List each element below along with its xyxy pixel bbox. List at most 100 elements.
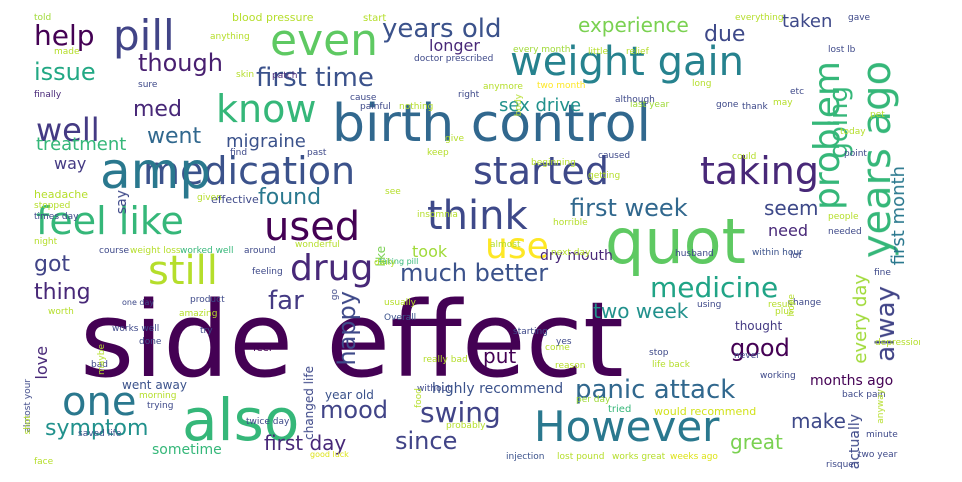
- word-taking-pill: taking pill: [379, 257, 419, 266]
- word-went: went: [147, 124, 202, 149]
- word-sure: sure: [138, 80, 158, 90]
- word-yes: yes: [556, 337, 572, 347]
- word-although: although: [615, 95, 655, 105]
- word-due: due: [704, 22, 746, 47]
- word-today: today: [840, 127, 866, 137]
- word-medicine: medicine: [650, 271, 779, 304]
- word-really-bad: really bad: [423, 355, 468, 365]
- word-lost-pound: lost pound: [557, 452, 605, 462]
- word-put: put: [483, 344, 517, 368]
- word-start: start: [363, 13, 387, 24]
- word-panic-attack: panic attack: [575, 375, 736, 405]
- word-getting: getting: [588, 171, 621, 181]
- word-everything: everything: [735, 13, 784, 23]
- word-stopped: stopped: [34, 201, 71, 211]
- word-good-luck: good luck: [310, 450, 349, 459]
- word-thought: thought: [735, 319, 783, 333]
- word-works-great: works great: [612, 452, 666, 462]
- word-know: know: [216, 87, 317, 131]
- word-etc: etc: [790, 87, 805, 97]
- word-painful: painful: [360, 102, 391, 112]
- word-per-day: per day: [576, 395, 611, 405]
- word-every-day: every day: [850, 274, 871, 364]
- word-feel-like: feel like: [36, 199, 184, 243]
- word-pill: pill: [113, 11, 175, 60]
- word-anymore: anymore: [483, 82, 523, 92]
- word-without: without: [417, 384, 451, 394]
- word-long: long: [692, 79, 712, 89]
- word-great: great: [730, 430, 783, 454]
- word-one-day: one day: [122, 298, 155, 307]
- word-medication: medication: [143, 149, 356, 193]
- word-body: body: [514, 94, 524, 117]
- word-result: result: [768, 300, 794, 310]
- word-make: make: [791, 409, 846, 433]
- word-daily: daily: [374, 258, 396, 268]
- word-mood: mood: [320, 396, 388, 424]
- word-drug: drug: [290, 248, 374, 289]
- word-worth: worth: [48, 307, 74, 317]
- word-depression: depression: [875, 338, 920, 348]
- word-changed-life: changed life: [302, 366, 316, 440]
- word-life-back: life back: [652, 360, 690, 370]
- word-stop: stop: [649, 348, 669, 358]
- word-probably: probably: [446, 421, 486, 431]
- word-think: think: [427, 193, 528, 239]
- word-way: way: [54, 154, 87, 173]
- word-patch: patch: [272, 71, 298, 81]
- word-relief: relief: [626, 47, 649, 57]
- word-much-better: much better: [400, 259, 549, 287]
- word-beginning: beginning: [531, 158, 576, 168]
- word-injection: injection: [506, 452, 545, 462]
- word-night: night: [34, 237, 58, 247]
- word-almost: almost: [490, 240, 521, 250]
- word-cloud: side effect birth control medication weight…: [20, 6, 920, 474]
- word-anyway: anyway: [876, 389, 886, 424]
- word-shot: shot: [23, 415, 33, 435]
- word-years-old: years old: [382, 14, 502, 44]
- word-finally: finally: [34, 90, 62, 100]
- word-blood-pressure: blood pressure: [232, 11, 314, 24]
- word-next-day: next day: [551, 248, 591, 258]
- word-trying: trying: [147, 401, 174, 411]
- word-taking: taking: [700, 149, 819, 193]
- word-effective: effective: [211, 193, 259, 206]
- word-saved-life: saved life: [78, 429, 122, 439]
- word-need: need: [768, 221, 808, 240]
- word-using: using: [697, 300, 722, 310]
- word-needed: needed: [828, 227, 862, 237]
- word-lot: lot: [790, 251, 802, 261]
- word-year-old: year old: [325, 388, 374, 402]
- word-weight-gain: weight gain: [510, 39, 744, 85]
- word-two-week: two week: [593, 299, 689, 323]
- word-two-month: two month: [537, 81, 586, 91]
- word-tried: tried: [608, 404, 632, 415]
- word-reason: reason: [555, 361, 586, 371]
- word-given: given: [197, 193, 222, 203]
- word-feel: feel: [253, 343, 272, 354]
- word-change: change: [788, 298, 822, 308]
- word-never: never: [734, 351, 760, 361]
- word-one: one: [62, 379, 137, 425]
- word-starting: starting: [513, 327, 548, 337]
- word-dry-mouth: dry mouth: [540, 248, 613, 264]
- word-every-month: every month: [513, 45, 571, 55]
- word-minute: minute: [866, 430, 898, 440]
- word-go: go: [330, 289, 340, 301]
- word-bad: bad: [91, 360, 108, 370]
- word-used: used: [264, 204, 361, 250]
- word-would-recommend: would recommend: [654, 405, 757, 418]
- word-may: may: [773, 98, 793, 108]
- word-still: still: [148, 248, 218, 294]
- word-back-pain: back pain: [842, 390, 886, 400]
- word-went-away: went away: [122, 378, 187, 392]
- word-taken: taken: [782, 11, 833, 32]
- word-side-effect: side effect: [80, 279, 624, 401]
- word-pet: pet: [870, 110, 885, 120]
- word-working: working: [760, 371, 796, 381]
- word-hope: hope: [787, 294, 797, 317]
- word-feeling: feeling: [252, 267, 283, 277]
- word-weeks-ago: weeks ago: [670, 452, 718, 462]
- word-husband: husband: [675, 249, 714, 259]
- word-quot: quot: [605, 205, 746, 278]
